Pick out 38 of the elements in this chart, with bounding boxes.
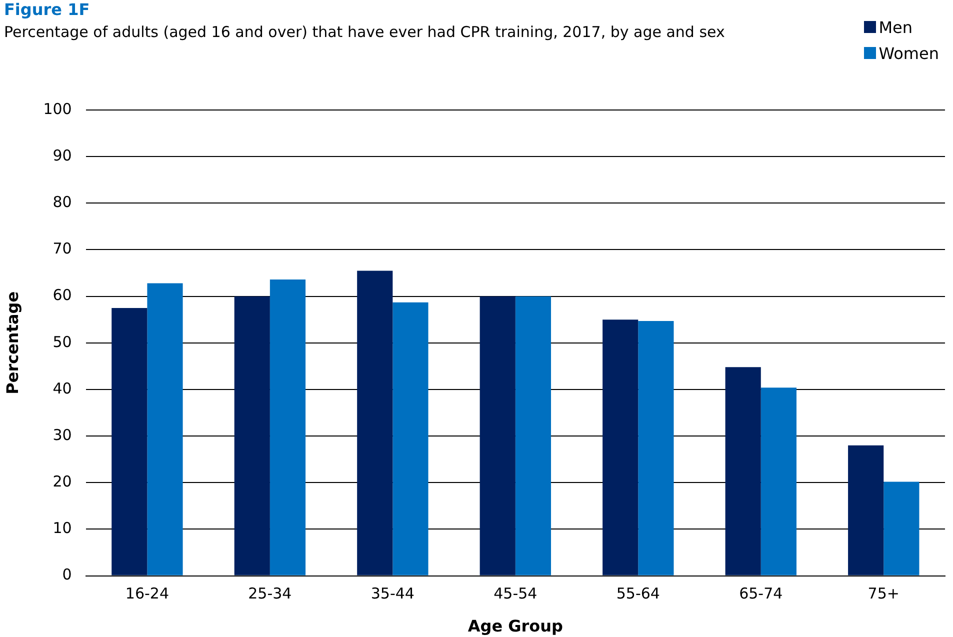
y-tick-label: 10: [52, 519, 72, 538]
y-tick-label: 70: [52, 240, 72, 258]
chart-title: Figure 1F: [4, 0, 90, 19]
bar: [884, 482, 920, 576]
bar: [725, 367, 761, 576]
y-tick-label: 0: [62, 566, 72, 584]
x-tick-label: 75+: [868, 584, 900, 603]
bar: [848, 445, 884, 576]
y-tick-label: 90: [52, 146, 72, 164]
x-tick-label: 45-54: [494, 584, 538, 603]
bar: [392, 302, 428, 576]
x-axis-title: Age Group: [468, 616, 563, 636]
x-tick-label: 65-74: [739, 584, 783, 603]
x-tick-label: 25-34: [248, 584, 292, 603]
x-tick-label: 35-44: [370, 584, 414, 603]
chart-subtitle: Percentage of adults (aged 16 and over) that have ever had CPR training, 2017, by age and sex: [4, 22, 726, 43]
legend-label: Men: [878, 18, 913, 36]
bar: [147, 283, 183, 576]
bar: [357, 270, 393, 576]
y-tick-label: 100: [43, 100, 72, 118]
bar: [480, 296, 516, 576]
bar: [112, 308, 148, 576]
bar: [270, 280, 306, 576]
y-axis-title: Percentage: [2, 291, 22, 394]
y-tick-label: 60: [52, 286, 72, 304]
y-tick-label: 40: [52, 379, 72, 398]
bar: [234, 296, 270, 576]
x-tick-label: 55-64: [616, 584, 660, 603]
legend-label: Women: [878, 44, 939, 62]
y-tick-label: 50: [52, 332, 72, 351]
bar: [760, 388, 796, 576]
bar: [515, 296, 552, 576]
bar: [602, 320, 638, 576]
x-tick-label: 16-24: [125, 584, 169, 603]
y-tick-label: 80: [52, 193, 72, 212]
y-tick-label: 30: [52, 426, 72, 444]
y-tick-label: 20: [52, 472, 72, 491]
bar: [638, 321, 674, 576]
